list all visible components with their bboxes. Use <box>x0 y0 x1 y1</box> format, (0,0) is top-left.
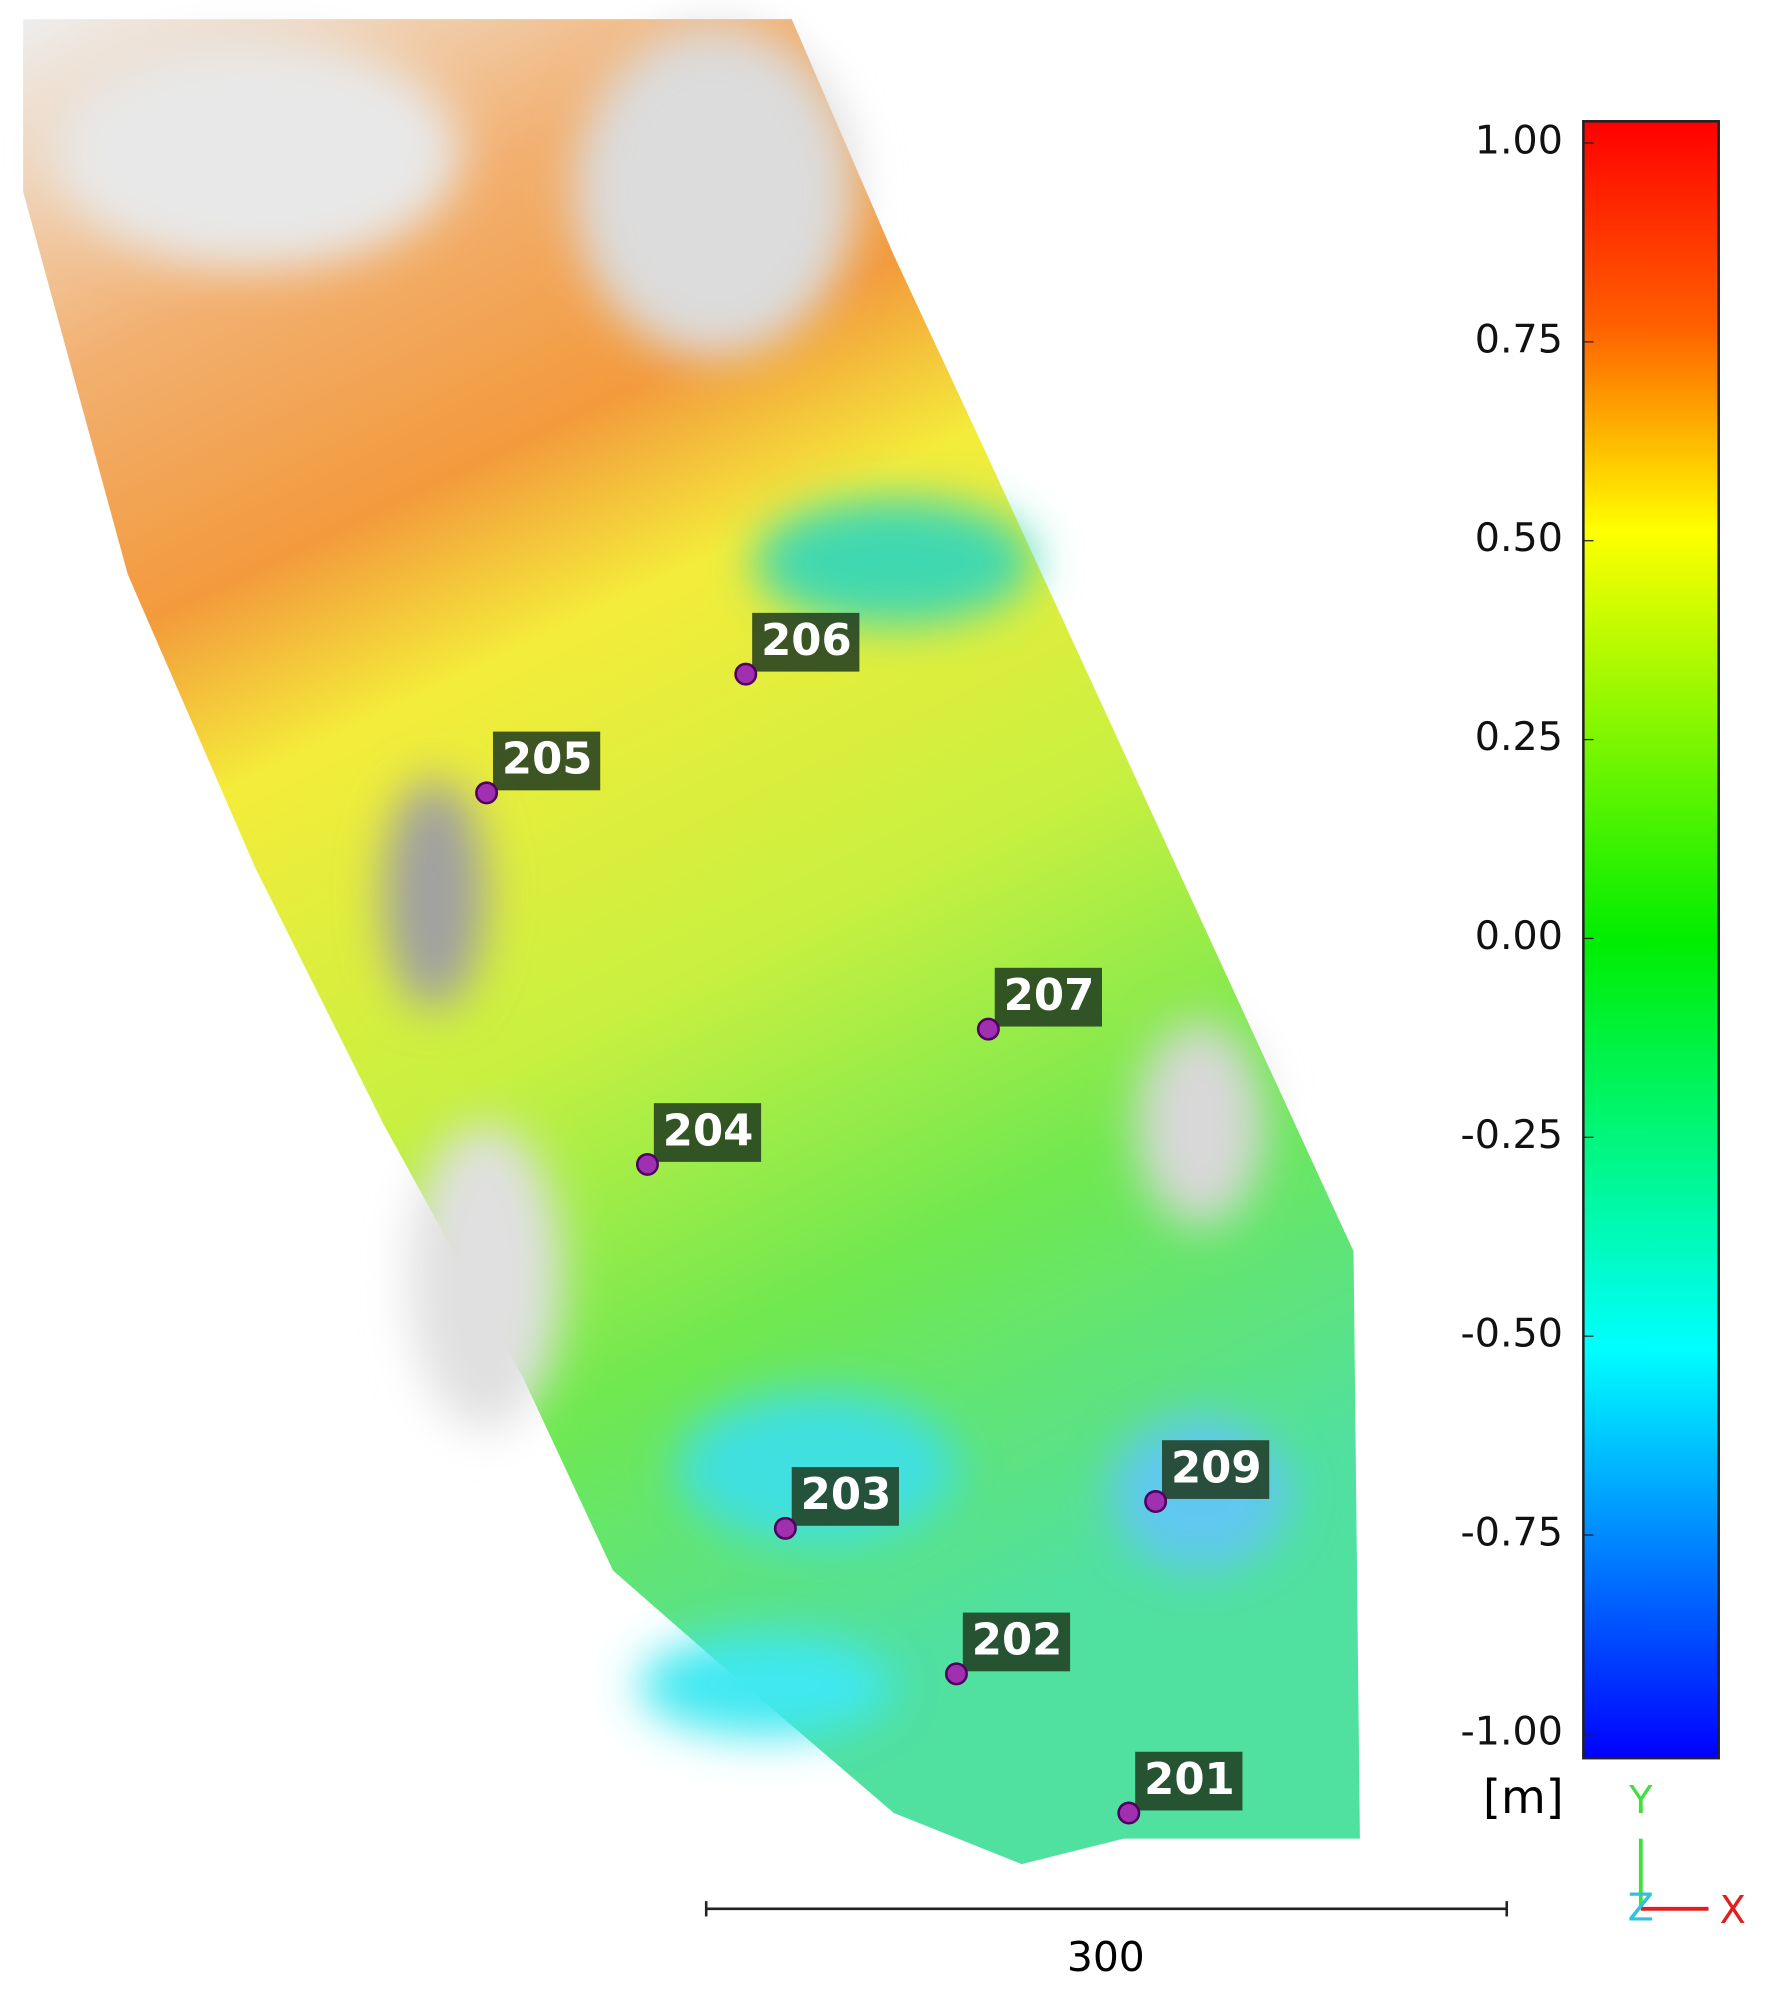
point-label: 201 <box>1144 1755 1235 1805</box>
point-label: 205 <box>502 735 593 785</box>
point-label: 209 <box>1171 1443 1262 1493</box>
label-box <box>791 1467 899 1526</box>
point-dot <box>773 1516 797 1540</box>
colorbar-gradient <box>1582 120 1720 1760</box>
axis-y-label: Y <box>1628 1778 1653 1823</box>
survey-point: 207 <box>976 967 1102 1041</box>
colorbar-tick-label: 0.00 <box>1475 913 1563 959</box>
point-dot <box>944 1662 968 1686</box>
point-dot <box>1117 1801 1141 1825</box>
scale-bar: 300 <box>704 1901 1509 1981</box>
colorbar-tick-label: 0.25 <box>1475 714 1563 760</box>
survey-point: 206 <box>734 612 860 686</box>
point-label: 206 <box>761 616 852 666</box>
point-label: 203 <box>801 1470 892 1520</box>
axis-triad: Y Z X <box>1628 1778 1746 1933</box>
point-label: 202 <box>972 1616 1063 1666</box>
survey-point: 201 <box>1117 1751 1243 1825</box>
colorbar-tick-label: 0.75 <box>1475 316 1563 362</box>
label-box <box>994 967 1102 1027</box>
point-dot <box>635 1152 659 1176</box>
colorbar-unit: [m] <box>1483 1770 1564 1824</box>
survey-point: 202 <box>944 1612 1071 1686</box>
label-box <box>962 1612 1071 1672</box>
point-cloud <box>23 19 1360 1865</box>
point-dot <box>475 781 499 805</box>
label-box <box>653 1103 762 1162</box>
point-label: 207 <box>1004 971 1095 1021</box>
label-box <box>752 612 860 672</box>
colorbar-tick-label: -0.25 <box>1461 1112 1563 1158</box>
survey-point: 204 <box>635 1103 762 1176</box>
colorbar-tick-label: 0.50 <box>1475 515 1563 561</box>
label-box <box>1135 1751 1243 1811</box>
colorbar-tick-label: 1.00 <box>1475 118 1563 164</box>
colorbar: [m] <box>1483 120 1720 1824</box>
point-dot <box>976 1017 1000 1041</box>
label-box <box>492 731 601 791</box>
survey-point: 209 <box>1144 1440 1270 1513</box>
colorbar-tick-label: -1.00 <box>1461 1708 1563 1754</box>
label-box <box>1162 1440 1270 1499</box>
axis-x-label: X <box>1720 1888 1746 1933</box>
point-dot <box>734 662 758 686</box>
colorbar-tick-label: -0.75 <box>1461 1510 1563 1556</box>
point-dot <box>1144 1490 1168 1513</box>
axis-z-label: Z <box>1628 1885 1654 1930</box>
colorbar-tick-label: -0.50 <box>1461 1311 1563 1357</box>
survey-point: 203 <box>773 1467 899 1540</box>
point-label: 204 <box>663 1106 754 1156</box>
scale-bar-label: 300 <box>1067 1933 1145 1981</box>
survey-point: 205 <box>475 731 601 805</box>
